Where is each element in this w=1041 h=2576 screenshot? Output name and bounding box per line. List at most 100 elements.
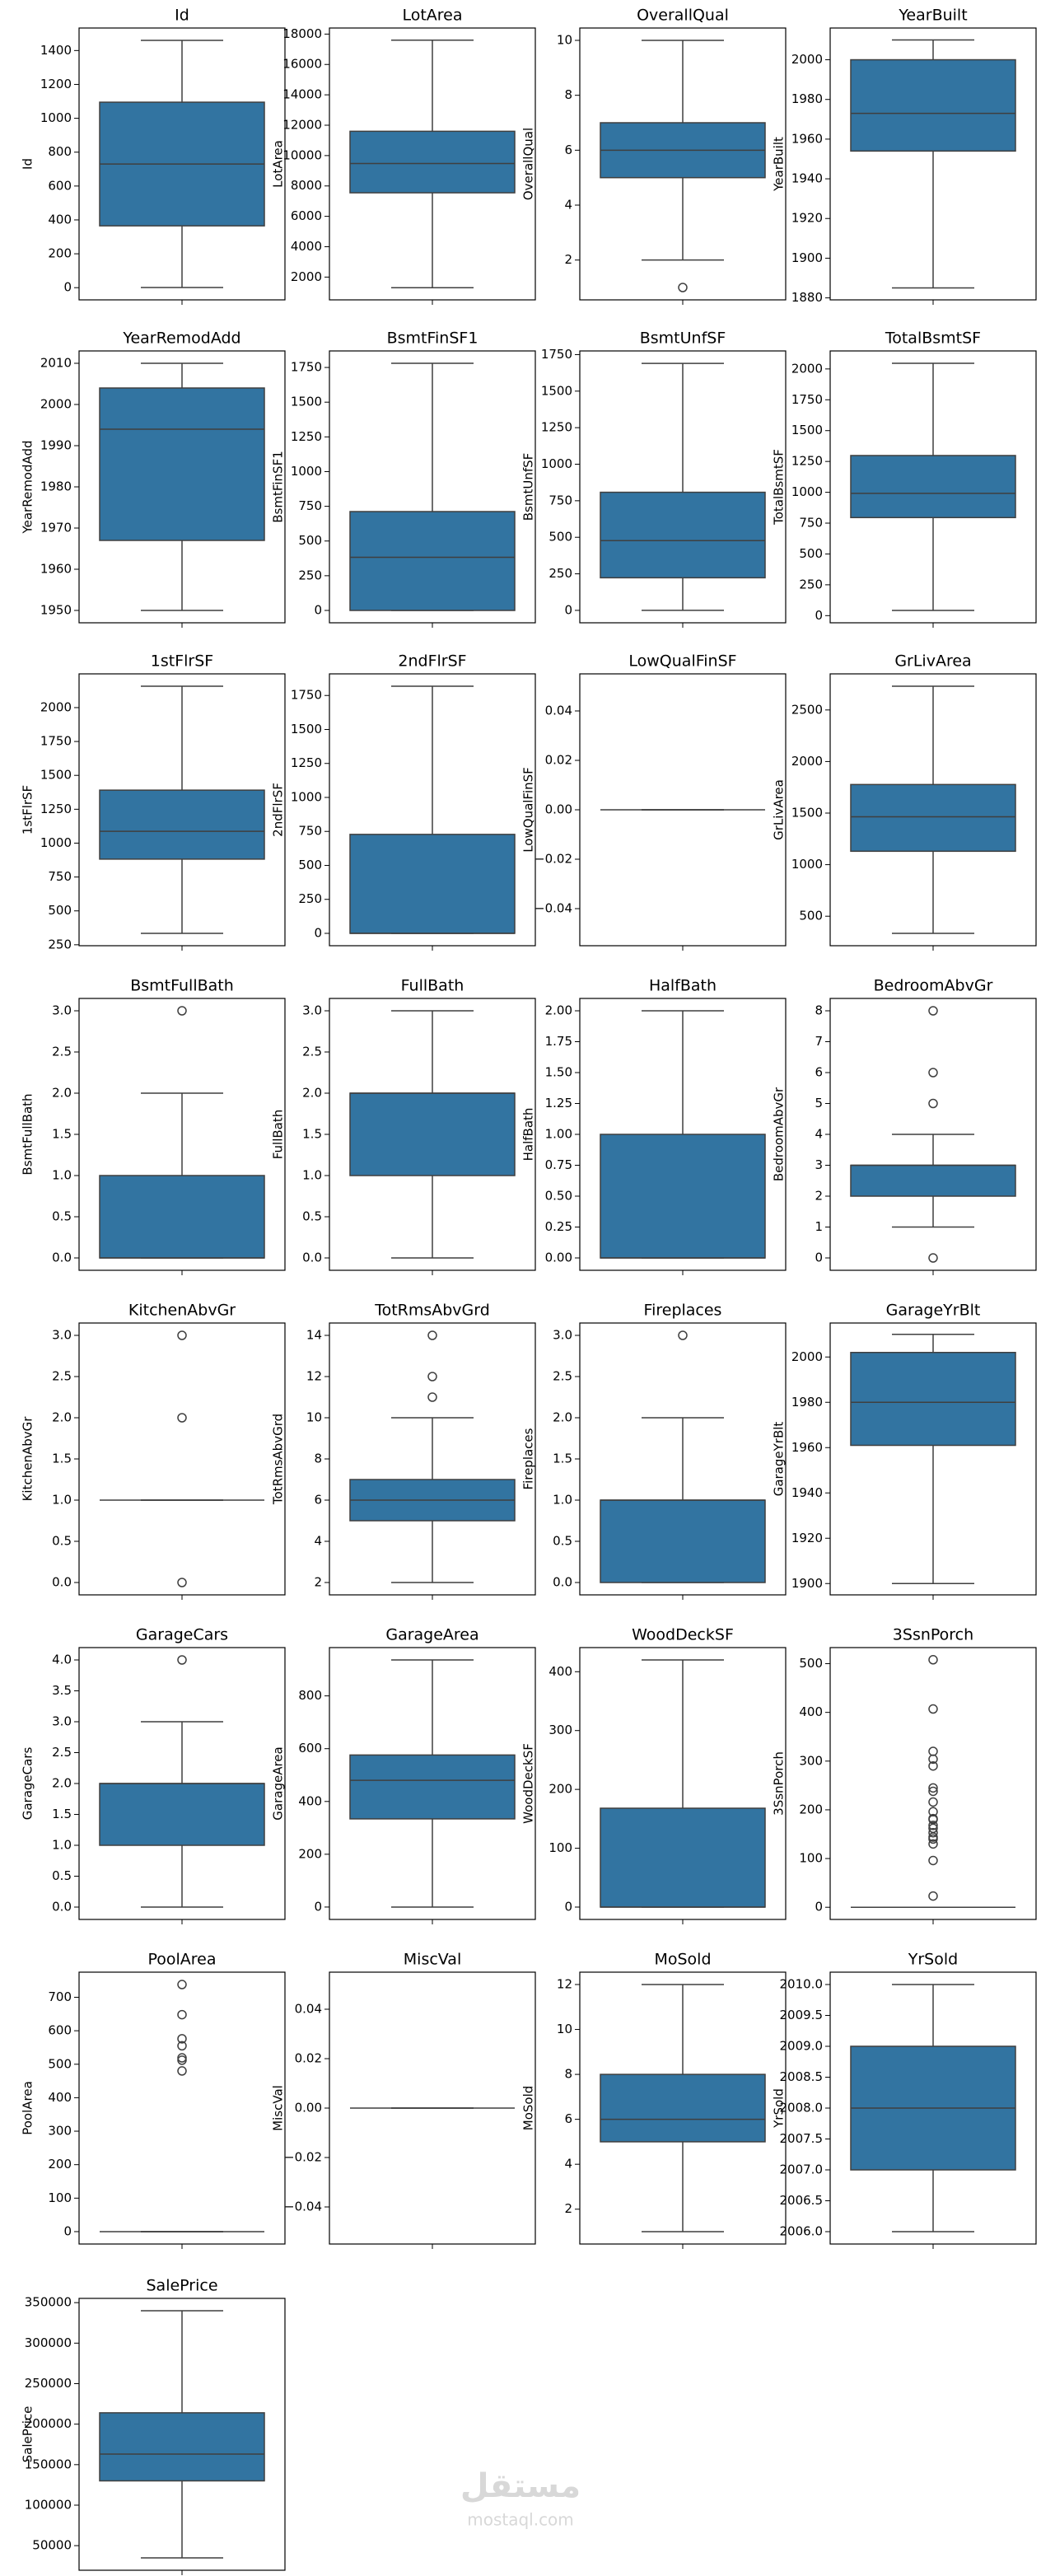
axes-frame bbox=[329, 1971, 536, 2245]
y-tick-label: 2010 bbox=[40, 356, 72, 371]
chart-title: YrSold bbox=[908, 1951, 958, 1969]
axes-frame bbox=[829, 1647, 1037, 1920]
axes-frame bbox=[579, 1647, 787, 1920]
y-axis-label: GarageYrBlt bbox=[772, 1422, 787, 1497]
y-tick-label: 400 bbox=[48, 2090, 72, 2105]
box bbox=[850, 1352, 1016, 1447]
y-tick-label: 1000 bbox=[791, 484, 823, 499]
y-tick-label: 0 bbox=[815, 1900, 823, 1914]
y-tick-label: 12 bbox=[557, 1977, 572, 1992]
box bbox=[600, 1134, 766, 1259]
axes-frame bbox=[579, 998, 787, 1271]
y-tick-label: 4 bbox=[815, 1127, 823, 1142]
y-tick-label: 2.0 bbox=[52, 1086, 72, 1101]
y-tick-label: 1500 bbox=[791, 806, 823, 820]
y-tick-label: 0 bbox=[63, 280, 72, 295]
y-tick-label: 2000 bbox=[791, 754, 823, 769]
y-tick-label: 1.75 bbox=[545, 1034, 572, 1049]
y-tick-label: 500 bbox=[549, 530, 572, 545]
y-tick-label: 0.0 bbox=[52, 1900, 72, 1914]
y-tick-label: 100000 bbox=[25, 2497, 72, 2512]
chart-title: GarageYrBlt bbox=[886, 1302, 981, 1320]
y-tick-label: 2 bbox=[564, 2201, 572, 2216]
y-tick-label: 1500 bbox=[791, 423, 823, 437]
y-tick-label: 0.0 bbox=[52, 1251, 72, 1265]
axes-frame bbox=[579, 350, 787, 624]
axes-frame bbox=[579, 1971, 787, 2245]
y-tick-label: 4 bbox=[564, 2157, 572, 2172]
axes-frame bbox=[829, 1322, 1037, 1596]
y-axis-label: 3SsnPorch bbox=[772, 1751, 787, 1816]
box bbox=[349, 834, 516, 934]
y-tick-label: 100 bbox=[549, 1840, 572, 1855]
y-tick-label: 1500 bbox=[291, 395, 322, 409]
axes-frame bbox=[829, 350, 1037, 624]
box bbox=[850, 455, 1016, 519]
y-tick-label: 6000 bbox=[291, 208, 322, 223]
y-tick-label: 1960 bbox=[40, 562, 72, 577]
y-tick-label: 1000 bbox=[291, 789, 322, 804]
y-tick-label: 0.5 bbox=[52, 1534, 72, 1549]
y-tick-label: 2 bbox=[314, 1575, 322, 1590]
outlier bbox=[427, 1330, 437, 1340]
y-tick-label: 6 bbox=[564, 2111, 572, 2126]
y-tick-label: 750 bbox=[298, 824, 322, 839]
y-tick-label: 12000 bbox=[282, 117, 322, 132]
y-tick-label: 2000 bbox=[791, 52, 823, 67]
y-tick-label: 1250 bbox=[791, 454, 823, 469]
y-tick-label: 2500 bbox=[791, 702, 823, 717]
y-tick-label: 2006.0 bbox=[780, 2224, 824, 2239]
y-tick-label: 2000 bbox=[40, 397, 72, 412]
y-tick-label: 500 bbox=[799, 1656, 823, 1671]
y-tick-label: 3 bbox=[815, 1157, 823, 1172]
y-tick-label: 3.5 bbox=[52, 1683, 72, 1698]
y-tick-label: 6 bbox=[314, 1493, 322, 1508]
outlier bbox=[177, 1578, 187, 1587]
y-tick-label: 2.5 bbox=[302, 1045, 322, 1059]
y-tick-label: 1900 bbox=[791, 250, 823, 265]
y-tick-label: −0.02 bbox=[284, 2150, 322, 2165]
y-tick-label: 2.00 bbox=[545, 1003, 572, 1018]
y-tick-label: 1940 bbox=[791, 171, 823, 186]
y-tick-label: 1.50 bbox=[545, 1065, 572, 1080]
y-tick-label: 1 bbox=[815, 1219, 823, 1234]
chart-title: WoodDeckSF bbox=[632, 1626, 734, 1644]
y-tick-label: 800 bbox=[48, 144, 72, 159]
y-tick-label: 10000 bbox=[282, 147, 322, 162]
chart-title: MoSold bbox=[654, 1951, 711, 1969]
y-tick-label: 1.0 bbox=[52, 1493, 72, 1508]
outlier bbox=[928, 1253, 938, 1263]
y-tick-label: 2009.5 bbox=[780, 2008, 824, 2022]
box bbox=[600, 1499, 766, 1583]
axes-frame bbox=[78, 673, 286, 947]
y-axis-label: MoSold bbox=[521, 2086, 536, 2131]
outlier bbox=[177, 2055, 187, 2065]
y-tick-label: 2007.5 bbox=[780, 2131, 824, 2146]
y-tick-label: 150000 bbox=[25, 2457, 72, 2471]
y-tick-label: 750 bbox=[48, 869, 72, 884]
y-tick-label: 18000 bbox=[282, 26, 322, 41]
y-tick-label: 0.0 bbox=[553, 1575, 572, 1590]
y-tick-label: 1.5 bbox=[52, 1127, 72, 1142]
axes-frame bbox=[78, 350, 286, 624]
outlier bbox=[177, 1330, 187, 1340]
y-tick-label: 14 bbox=[306, 1328, 322, 1343]
y-tick-label: 0.25 bbox=[545, 1219, 572, 1234]
y-tick-label: 3.0 bbox=[52, 1003, 72, 1018]
box bbox=[349, 1754, 516, 1820]
y-tick-label: 0 bbox=[815, 608, 823, 623]
y-tick-label: 8 bbox=[815, 1003, 823, 1018]
outlier bbox=[177, 1006, 187, 1016]
y-tick-label: 0.02 bbox=[545, 753, 572, 768]
y-tick-label: 3.0 bbox=[52, 1328, 72, 1343]
axes-frame bbox=[329, 1647, 536, 1920]
outlier bbox=[928, 1821, 938, 1830]
outlier bbox=[928, 1827, 938, 1838]
y-tick-label: 200000 bbox=[25, 2416, 72, 2431]
y-tick-label: 0 bbox=[564, 602, 572, 617]
chart-title: 3SsnPorch bbox=[893, 1626, 973, 1644]
chart-title: MiscVal bbox=[404, 1951, 461, 1969]
chart-title: PoolArea bbox=[147, 1951, 216, 1969]
y-axis-label: 2ndFlrSF bbox=[271, 783, 286, 837]
y-tick-label: 16000 bbox=[282, 57, 322, 72]
